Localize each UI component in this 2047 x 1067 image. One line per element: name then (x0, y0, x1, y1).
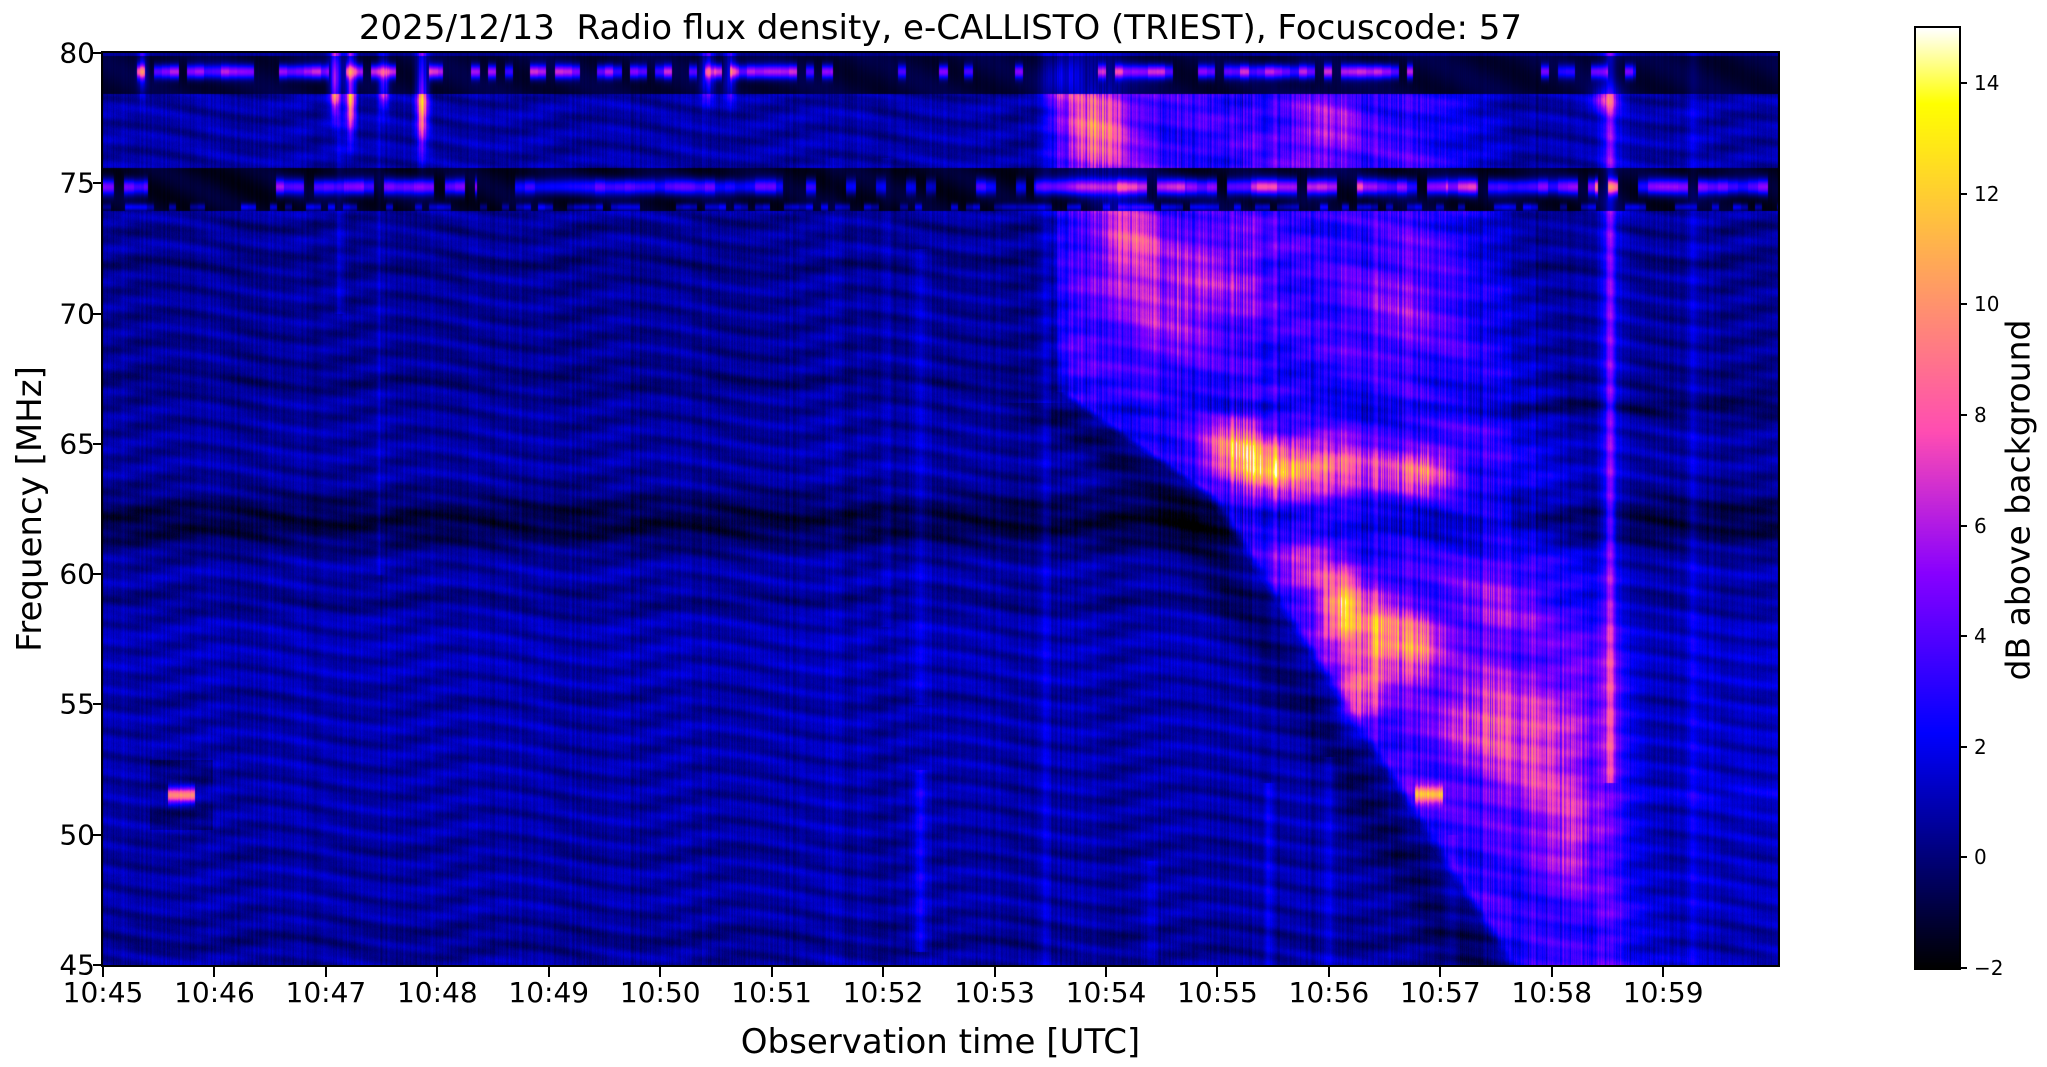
colorbar-tick-label: 8 (1974, 403, 1987, 428)
colorbar-tick-label: 14 (1974, 71, 2000, 96)
y-tick-label: 60 (59, 557, 95, 591)
colorbar-tick-mark (1959, 856, 1967, 859)
y-tick-label: 80 (59, 36, 95, 70)
y-tick-mark (93, 833, 103, 836)
colorbar-tick-mark (1959, 192, 1967, 195)
colorbar-tick-mark (1959, 635, 1967, 638)
x-tick-mark (993, 965, 996, 977)
y-tick-mark (93, 573, 103, 576)
x-tick-label: 10:46 (174, 976, 255, 1009)
y-tick-mark (93, 442, 103, 445)
colorbar-tick-label: −2 (1974, 956, 2004, 980)
colorbar-tick-mark (1959, 745, 1967, 748)
x-tick-mark (213, 965, 216, 977)
x-tick-label: 10:53 (954, 976, 1035, 1009)
x-tick-mark (1327, 965, 1330, 977)
plot-area (101, 51, 1780, 967)
chart-title: 2025/12/13 Radio flux density, e-CALLIST… (358, 8, 1523, 48)
y-axis-label: Frequency [MHz] (10, 366, 50, 652)
x-tick-mark (547, 965, 550, 977)
x-tick-label: 10:48 (396, 976, 478, 1009)
y-tick-mark (93, 312, 103, 315)
x-tick-label: 10:59 (1622, 976, 1704, 1009)
colorbar-tick-mark (1959, 414, 1967, 417)
y-tick-label: 50 (59, 818, 95, 852)
y-tick-mark (93, 703, 103, 706)
x-tick-mark (436, 965, 439, 977)
y-tick-label: 75 (59, 166, 95, 200)
x-tick-label: 10:51 (731, 976, 813, 1009)
x-axis-label: Observation time [UTC] (740, 1022, 1141, 1062)
x-tick-mark (770, 965, 773, 977)
colorbar-tick-mark (1959, 524, 1967, 527)
x-tick-label: 10:58 (1511, 976, 1593, 1009)
y-tick-label: 55 (59, 687, 95, 721)
x-tick-mark (659, 965, 662, 977)
x-tick-label: 10:57 (1399, 976, 1481, 1009)
y-tick-label: 45 (59, 948, 95, 982)
x-tick-mark (1439, 965, 1442, 977)
x-tick-mark (1104, 965, 1107, 977)
x-tick-label: 10:54 (1065, 976, 1147, 1009)
x-tick-label: 10:50 (619, 976, 701, 1009)
colorbar-canvas (1916, 28, 1959, 968)
colorbar-tick-label: 6 (1974, 513, 1987, 538)
x-tick-mark (882, 965, 885, 977)
colorbar-tick-label: 4 (1974, 624, 1987, 649)
x-tick-label: 10:45 (62, 976, 144, 1009)
colorbar-label: dB above background (1998, 319, 2038, 681)
colorbar-tick-label: 2 (1974, 734, 1987, 759)
colorbar (1914, 26, 1961, 970)
x-tick-mark (102, 965, 104, 977)
x-tick-label: 10:55 (1177, 976, 1258, 1009)
x-tick-label: 10:56 (1288, 976, 1370, 1009)
colorbar-tick-label: 0 (1974, 845, 1987, 870)
x-tick-label: 10:52 (842, 976, 924, 1009)
colorbar-tick-mark (1959, 967, 1967, 969)
colorbar-tick-label: 10 (1974, 292, 2000, 317)
colorbar-tick-label: 12 (1974, 181, 2000, 206)
y-tick-mark (93, 182, 103, 185)
x-tick-mark (1662, 965, 1665, 977)
y-tick-label: 65 (59, 427, 95, 461)
x-tick-label: 10:49 (508, 976, 590, 1009)
x-tick-mark (1216, 965, 1219, 977)
x-tick-mark (1550, 965, 1553, 977)
colorbar-tick-mark (1959, 303, 1967, 306)
y-tick-label: 70 (59, 297, 95, 331)
colorbar-tick-mark (1959, 82, 1967, 85)
y-tick-mark (93, 964, 103, 966)
spectrogram-canvas (103, 53, 1778, 965)
y-tick-mark (93, 52, 103, 54)
x-tick-mark (324, 965, 327, 977)
x-tick-label: 10:47 (285, 976, 367, 1009)
